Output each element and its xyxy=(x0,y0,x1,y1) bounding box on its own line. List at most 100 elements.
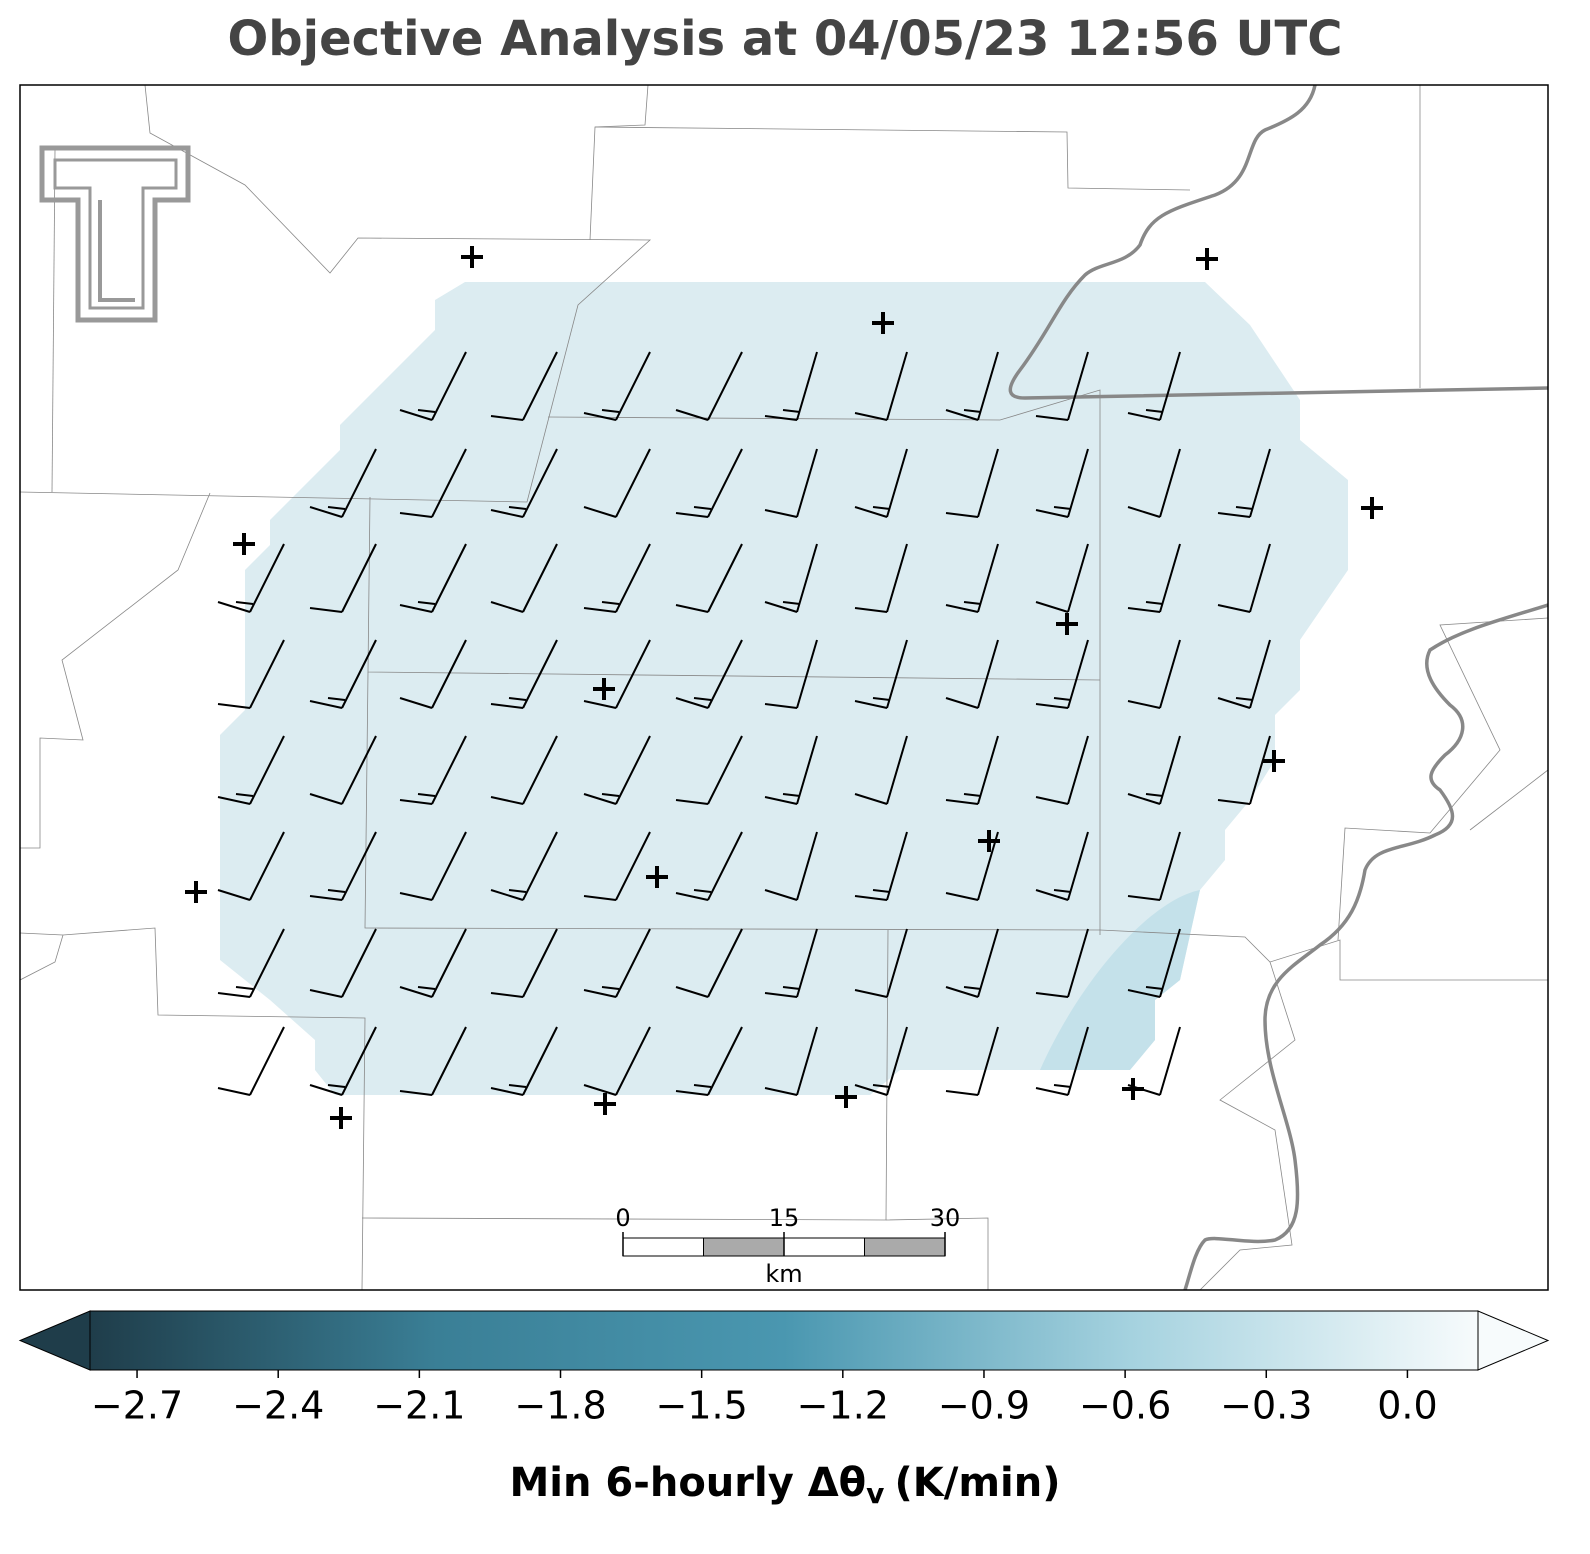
barb-staff xyxy=(1067,831,1089,901)
barb-staff xyxy=(1159,735,1181,805)
barb-flag xyxy=(490,889,524,901)
barb-flag xyxy=(854,989,888,998)
barb-staff xyxy=(522,735,558,805)
barb-half xyxy=(235,986,254,990)
barb-flag xyxy=(675,892,709,901)
barb-staff xyxy=(1067,1026,1089,1096)
barb-staff xyxy=(977,735,999,805)
barb-half xyxy=(1053,889,1072,893)
barb-staff xyxy=(249,831,285,901)
extend-high xyxy=(1477,1310,1550,1371)
field-shade xyxy=(1040,890,1200,1070)
barb-staff xyxy=(1067,351,1089,421)
colorbar-tick-label: −0.3 xyxy=(1220,1384,1312,1428)
barb-staff xyxy=(341,543,377,613)
barb-staff xyxy=(886,448,908,518)
barb-staff xyxy=(707,543,743,613)
barb-half xyxy=(417,409,436,413)
barb-staff xyxy=(431,831,467,901)
barb-staff xyxy=(796,639,818,709)
barb-flag xyxy=(399,604,433,613)
barb-staff xyxy=(1159,351,1181,421)
barb-half xyxy=(1053,1084,1072,1088)
barb-half xyxy=(963,601,982,605)
barb-half xyxy=(782,601,801,605)
barb-flag xyxy=(1035,1087,1069,1096)
barb-flag xyxy=(1035,509,1069,518)
barb-staff xyxy=(341,639,377,709)
barb-flag xyxy=(309,1084,343,1096)
barb-staff xyxy=(1159,639,1181,709)
barb-staff xyxy=(1067,639,1089,709)
barb-flag xyxy=(1127,793,1161,805)
barb-flag xyxy=(675,604,709,613)
barb-staff xyxy=(977,448,999,518)
barb-flag xyxy=(675,986,709,998)
barb-half xyxy=(872,506,891,510)
barb-flag xyxy=(399,512,433,518)
barb-half xyxy=(327,506,346,510)
barb-half xyxy=(417,793,436,797)
barb-flag xyxy=(1127,607,1161,613)
station-markers xyxy=(185,246,1383,1129)
barb-flag xyxy=(309,700,343,709)
barb-staff xyxy=(522,831,558,901)
barb-staff xyxy=(341,735,377,805)
barb-flag xyxy=(583,793,617,805)
barb-flag xyxy=(1127,989,1161,998)
barb-staff xyxy=(707,735,743,805)
barb-flag xyxy=(1035,601,1069,613)
barb-flag xyxy=(854,793,888,805)
barb-half xyxy=(1145,601,1164,605)
barb-staff xyxy=(249,639,285,709)
barb-staff xyxy=(796,448,818,518)
barb-flag xyxy=(217,703,251,709)
barb-staff xyxy=(522,351,558,421)
barb-staff xyxy=(707,351,743,421)
barb-flag xyxy=(583,506,617,518)
barb-flag xyxy=(854,700,888,709)
barb-staff xyxy=(431,448,467,518)
scale-tick-label: 0 xyxy=(615,1204,630,1232)
barb-staff xyxy=(886,543,908,613)
barb-staff xyxy=(707,928,743,998)
barb-staff xyxy=(431,1026,467,1096)
barb-staff xyxy=(615,928,651,998)
barb-flag xyxy=(764,601,798,613)
scale-tick-label: 30 xyxy=(930,1204,961,1232)
barb-staff xyxy=(977,543,999,613)
scale-unit: km xyxy=(765,1260,802,1288)
barb-flag xyxy=(1217,697,1251,709)
barb-flag xyxy=(490,415,524,421)
barb-staff xyxy=(1067,543,1089,613)
barb-flag xyxy=(1127,895,1161,901)
barb-flag xyxy=(217,889,251,901)
barb-flag xyxy=(1127,700,1161,709)
barb-flag xyxy=(764,796,798,805)
barb-flag xyxy=(490,509,524,518)
barb-flag xyxy=(399,697,433,709)
map xyxy=(20,85,1548,1290)
barb-flag xyxy=(399,1090,433,1096)
barb-flag xyxy=(945,1090,979,1096)
barb-flag xyxy=(1127,412,1161,421)
barb-staff xyxy=(1067,928,1089,998)
barb-flag xyxy=(583,895,617,901)
barb-staff xyxy=(886,928,908,998)
title: Objective Analysis at 04/05/23 12:56 UTC xyxy=(228,11,1343,67)
barb-staff xyxy=(707,448,743,518)
barb-half xyxy=(327,889,346,893)
barb-staff xyxy=(341,1026,377,1096)
barb-flag xyxy=(490,796,524,805)
barb-flag xyxy=(854,607,888,613)
barb-flag xyxy=(945,986,979,998)
colorbar-label: Min 6-hourly Δθv (K/min) xyxy=(510,1460,1061,1510)
barb-half xyxy=(508,506,527,510)
barb-half xyxy=(963,409,982,413)
barb-flag xyxy=(675,1090,709,1096)
barb-flag xyxy=(675,409,709,421)
barb-flag xyxy=(309,989,343,998)
barb-staff xyxy=(1249,448,1271,518)
barb-flag xyxy=(764,415,798,421)
